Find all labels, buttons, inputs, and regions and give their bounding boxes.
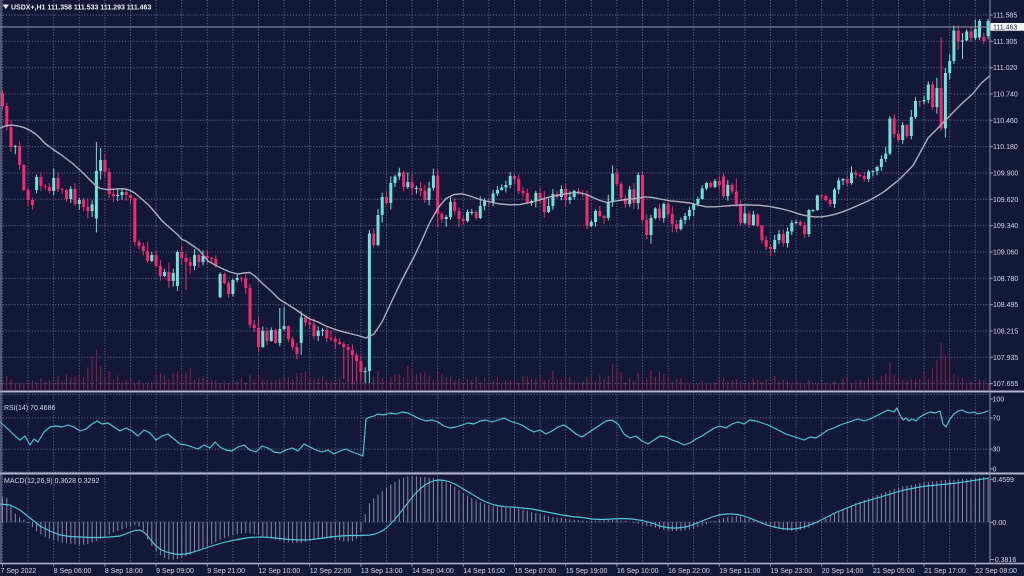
svg-text:MACD(12,26,9) 0.3628 0.3292: MACD(12,26,9) 0.3628 0.3292 xyxy=(4,478,99,485)
svg-text:0.4599: 0.4599 xyxy=(993,477,1015,484)
svg-text:70: 70 xyxy=(993,415,1001,422)
svg-text:7 Sep 2022: 7 Sep 2022 xyxy=(1,568,37,575)
svg-text:111.463: 111.463 xyxy=(993,25,1017,32)
svg-text:0: 0 xyxy=(993,467,997,474)
svg-text:22 Sep 08:00: 22 Sep 08:00 xyxy=(975,568,1017,575)
svg-text:15 Sep 07:00: 15 Sep 07:00 xyxy=(515,568,557,575)
svg-text:107.655: 107.655 xyxy=(993,381,1018,388)
svg-text:111.585: 111.585 xyxy=(993,13,1017,20)
svg-text:107.935: 107.935 xyxy=(993,355,1018,362)
svg-text:111.305: 111.305 xyxy=(993,39,1017,46)
svg-text:21 Sep 05:00: 21 Sep 05:00 xyxy=(873,568,915,575)
svg-text:RSI(14) 70.4686: RSI(14) 70.4686 xyxy=(4,405,55,412)
svg-text:8 Sep 06:00: 8 Sep 06:00 xyxy=(54,568,92,575)
svg-text:0.00: 0.00 xyxy=(993,520,1007,527)
svg-text:-0.3816: -0.3816 xyxy=(993,557,1017,564)
svg-text:21 Sep 17:00: 21 Sep 17:00 xyxy=(924,568,966,575)
svg-text:USDX+,H1 111.358 111.533 111.: USDX+,H1 111.358 111.533 111.293 111.463 xyxy=(11,5,151,12)
svg-text:109.620: 109.620 xyxy=(993,197,1018,204)
svg-text:20 Sep 14:00: 20 Sep 14:00 xyxy=(822,568,864,575)
svg-text:14 Sep 16:00: 14 Sep 16:00 xyxy=(463,568,505,575)
svg-text:109.340: 109.340 xyxy=(993,223,1018,230)
svg-text:9 Sep 21:00: 9 Sep 21:00 xyxy=(207,568,245,575)
svg-text:110.180: 110.180 xyxy=(993,144,1018,151)
svg-text:16 Sep 10:00: 16 Sep 10:00 xyxy=(617,568,659,575)
svg-text:108.495: 108.495 xyxy=(993,302,1018,309)
svg-text:8 Sep 18:00: 8 Sep 18:00 xyxy=(105,568,143,575)
svg-text:13 Sep 13:00: 13 Sep 13:00 xyxy=(361,568,403,575)
svg-text:108.215: 108.215 xyxy=(993,329,1018,336)
svg-text:12 Sep 10:00: 12 Sep 10:00 xyxy=(259,568,301,575)
svg-text:30: 30 xyxy=(993,447,1001,454)
svg-text:16 Sep 22:00: 16 Sep 22:00 xyxy=(668,568,710,575)
svg-text:111.020: 111.020 xyxy=(993,65,1017,72)
svg-text:9 Sep 09:00: 9 Sep 09:00 xyxy=(156,568,194,575)
svg-text:109.060: 109.060 xyxy=(993,250,1018,257)
svg-text:108.780: 108.780 xyxy=(993,276,1018,283)
svg-text:15 Sep 19:00: 15 Sep 19:00 xyxy=(566,568,608,575)
svg-text:100: 100 xyxy=(993,397,1005,404)
svg-text:14 Sep 04:00: 14 Sep 04:00 xyxy=(412,568,454,575)
svg-text:12 Sep 22:00: 12 Sep 22:00 xyxy=(310,568,352,575)
svg-text:19 Sep 11:00: 19 Sep 11:00 xyxy=(719,568,760,575)
svg-text:109.900: 109.900 xyxy=(993,171,1018,178)
svg-text:19 Sep 23:00: 19 Sep 23:00 xyxy=(771,568,813,575)
svg-text:110.740: 110.740 xyxy=(993,92,1018,99)
svg-text:110.460: 110.460 xyxy=(993,118,1018,125)
